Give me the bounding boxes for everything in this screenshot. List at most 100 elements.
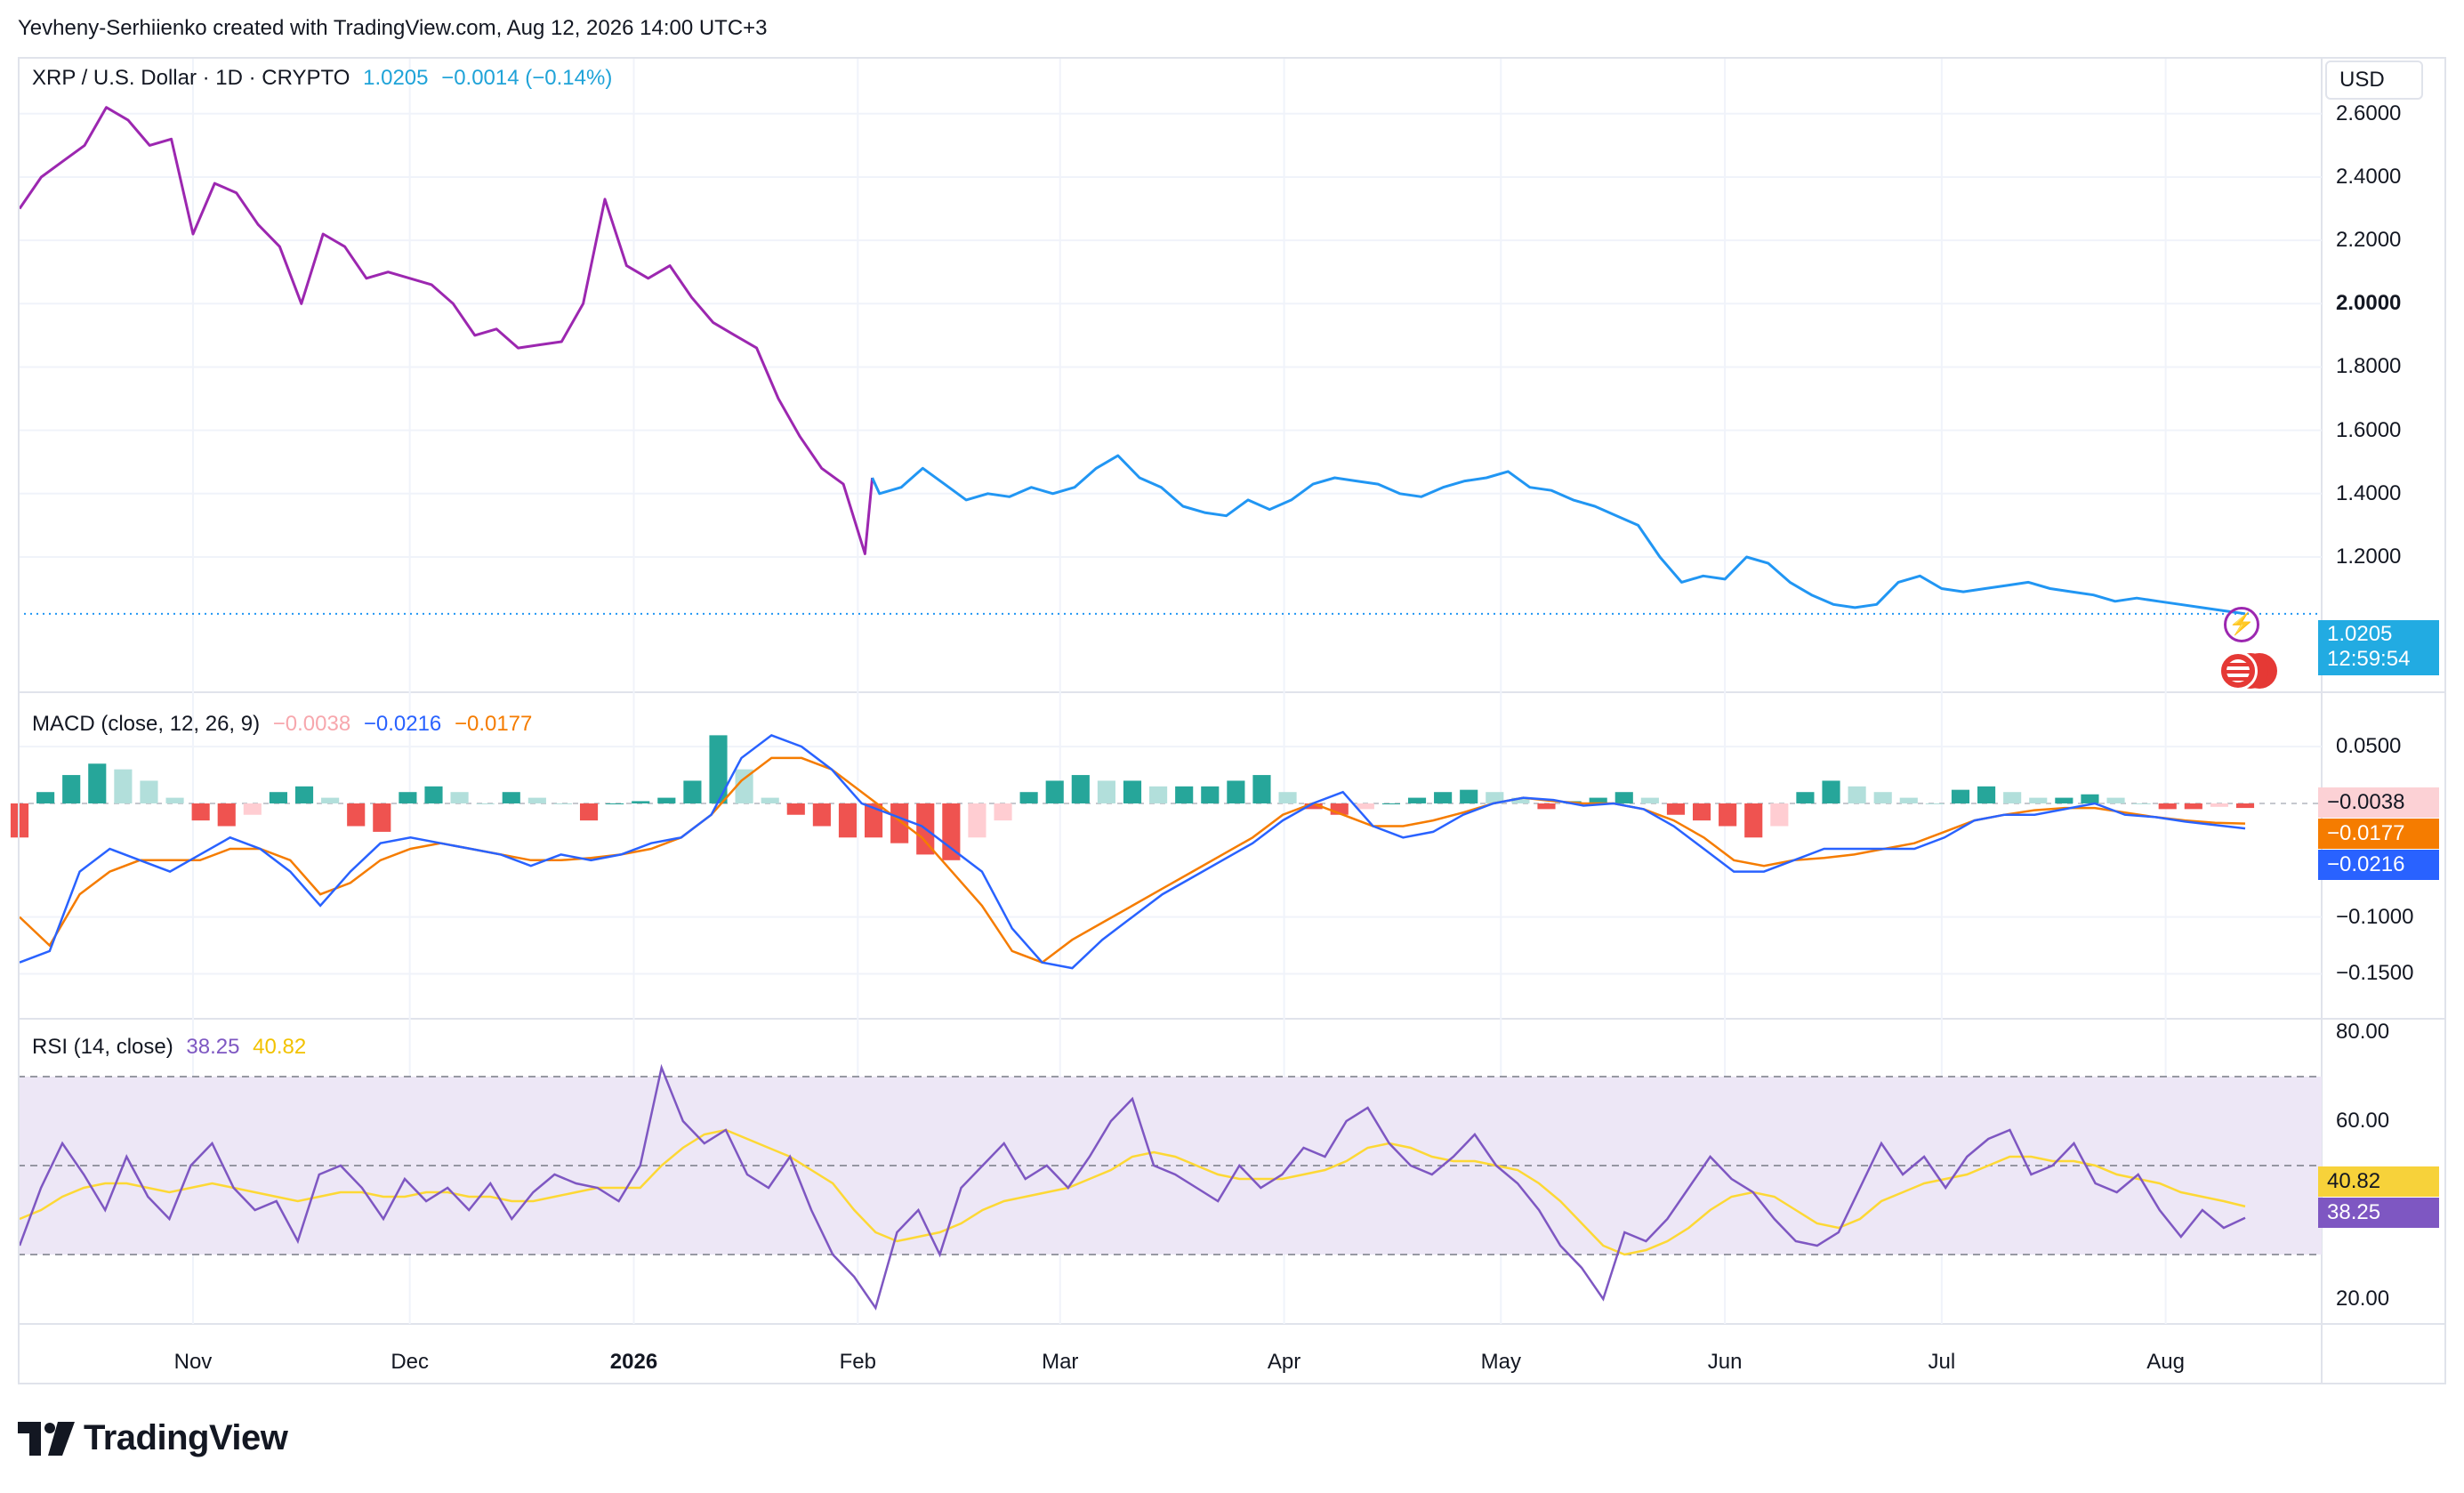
macd-histogram-bar	[502, 792, 520, 803]
macd-histogram-bar	[2055, 797, 2073, 803]
rsi-legend[interactable]: RSI (14, close) 38.25 40.82	[32, 1035, 313, 1060]
macd-histogram-bar	[2029, 797, 2048, 803]
price-tag-countdown: 12:59:54	[2327, 647, 2411, 671]
macd-histogram-bar	[1097, 780, 1115, 803]
tradingview-logo[interactable]: TradingView	[18, 1418, 288, 1458]
macd-signal-tag: −0.0177	[2318, 819, 2439, 849]
macd-histogram-bar	[1692, 803, 1711, 821]
macd-line-value: −0.0216	[363, 712, 442, 736]
macd-line-tag: −0.0216	[2318, 850, 2439, 880]
macd-histogram-bar	[1796, 792, 1815, 803]
macd-histogram-bar	[1381, 803, 1400, 804]
macd-histogram-bar	[1822, 780, 1840, 803]
macd-histogram-bar	[1175, 786, 1194, 803]
price-axis-label: 1.6000	[2336, 417, 2402, 442]
macd-signal-value: −0.0177	[454, 712, 533, 736]
macd-histogram-bar	[269, 792, 287, 803]
macd-legend[interactable]: MACD (close, 12, 26, 9) −0.0038 −0.0216 …	[32, 712, 539, 737]
macd-histogram-bar	[1537, 803, 1556, 810]
macd-histogram-bar	[1434, 792, 1453, 803]
macd-histogram-bar	[1227, 780, 1245, 803]
us-flag-icon[interactable]	[2218, 651, 2258, 690]
macd-histogram-bar	[347, 803, 366, 827]
macd-histogram-bar	[1123, 780, 1142, 803]
macd-histogram-bar	[321, 797, 340, 803]
macd-histogram-bar	[865, 803, 883, 838]
macd-histogram-bar	[2003, 792, 2022, 803]
time-axis-label: Aug	[2146, 1350, 2185, 1374]
macd-histogram-bar	[1201, 786, 1220, 803]
macd-histogram-bar	[1899, 797, 1918, 803]
macd-histogram-bar	[1589, 797, 1607, 803]
macd-histogram-bar	[2158, 803, 2177, 810]
macd-histogram-bar	[579, 803, 599, 821]
macd-histogram-bar	[424, 786, 443, 803]
price-axis-label: 2.4000	[2336, 164, 2402, 189]
time-axis-label: 2026	[609, 1350, 658, 1374]
macd-histogram-bar	[2081, 794, 2099, 803]
macd-histogram-bar	[527, 797, 546, 803]
macd-histogram-bar	[1873, 792, 1892, 803]
macd-histogram-bar	[683, 780, 702, 803]
price-axis-label: 1.8000	[2336, 354, 2402, 379]
macd-histogram-bar	[1977, 786, 1996, 803]
price-tag: 1.0205 12:59:54	[2318, 620, 2439, 675]
macd-title[interactable]: MACD (close, 12, 26, 9)	[32, 712, 261, 736]
macd-hist-value: −0.0038	[272, 712, 351, 736]
macd-line	[19, 733, 2246, 970]
time-axis-label: Mar	[1042, 1350, 1079, 1374]
price-change: −0.0014 (−0.14%)	[441, 66, 613, 90]
rsi-tag: 38.25	[2318, 1198, 2439, 1228]
macd-histogram-bar	[2235, 803, 2255, 809]
macd-histogram-bar	[373, 803, 391, 832]
macd-histogram-bar	[1071, 775, 1090, 803]
macd-histogram-bar	[62, 775, 81, 803]
macd-histogram-bar	[1770, 803, 1789, 827]
header-credit: Yevheny-Serhiienko created with TradingV…	[18, 16, 768, 40]
price-tag-value: 1.0205	[2327, 622, 2393, 646]
macd-histogram-bar	[1848, 786, 1866, 803]
macd-histogram-bar	[657, 797, 676, 803]
time-axis-label: Apr	[1267, 1350, 1301, 1374]
macd-histogram-bar	[1744, 803, 1763, 838]
macd-histogram-bar	[2106, 797, 2125, 803]
rsi-value: 38.25	[186, 1035, 240, 1059]
macd-histogram-bar	[1925, 803, 1944, 804]
rsi-title[interactable]: RSI (14, close)	[32, 1035, 173, 1059]
macd-histogram-bar	[994, 803, 1012, 821]
price-line-purple	[18, 106, 874, 555]
tradingview-logo-icon	[18, 1421, 75, 1456]
macd-histogram-bar	[1511, 797, 1530, 803]
macd-histogram-bar	[812, 803, 831, 827]
macd-histogram-bar	[1407, 797, 1427, 803]
macd-histogram-bar	[1460, 789, 1478, 803]
macd-axis-label: 0.0500	[2336, 734, 2402, 759]
price-axis-label: 2.0000	[2336, 291, 2402, 316]
currency-button[interactable]: USD	[2325, 61, 2423, 100]
macd-histogram-bar	[709, 735, 728, 803]
macd-histogram-bar	[1045, 780, 1064, 803]
price-axis-label: 2.6000	[2336, 101, 2402, 125]
brand-name: TradingView	[84, 1418, 288, 1457]
macd-histogram-bar	[890, 803, 909, 843]
macd-histogram-bar	[165, 797, 184, 803]
macd-axis-label: −0.1500	[2336, 961, 2414, 986]
macd-histogram-bar	[36, 792, 55, 803]
macd-histogram-bar	[1666, 803, 1686, 815]
macd-histogram-bar	[2184, 803, 2202, 810]
price-legend[interactable]: XRP / U.S. Dollar · 1D · CRYPTO 1.0205 −…	[32, 66, 619, 91]
macd-histogram-bar	[10, 803, 29, 838]
symbol-title[interactable]: XRP / U.S. Dollar · 1D · CRYPTO	[32, 66, 350, 90]
rsi-ma-line	[19, 1128, 2246, 1256]
macd-histogram-bar	[1019, 792, 1038, 803]
macd-histogram-bar	[1719, 803, 1737, 827]
macd-histogram-bar	[217, 803, 236, 827]
macd-signal-line	[19, 756, 2246, 964]
rsi-axis-label: 20.00	[2336, 1287, 2390, 1311]
lightning-bolt-icon[interactable]: ⚡	[2224, 607, 2259, 642]
macd-histogram-bar	[476, 803, 495, 804]
macd-histogram-bar	[1278, 792, 1297, 803]
price-axis-label: 2.2000	[2336, 228, 2402, 253]
rsi-line	[18, 1063, 2246, 1311]
price-axis-label: 1.4000	[2336, 480, 2402, 505]
